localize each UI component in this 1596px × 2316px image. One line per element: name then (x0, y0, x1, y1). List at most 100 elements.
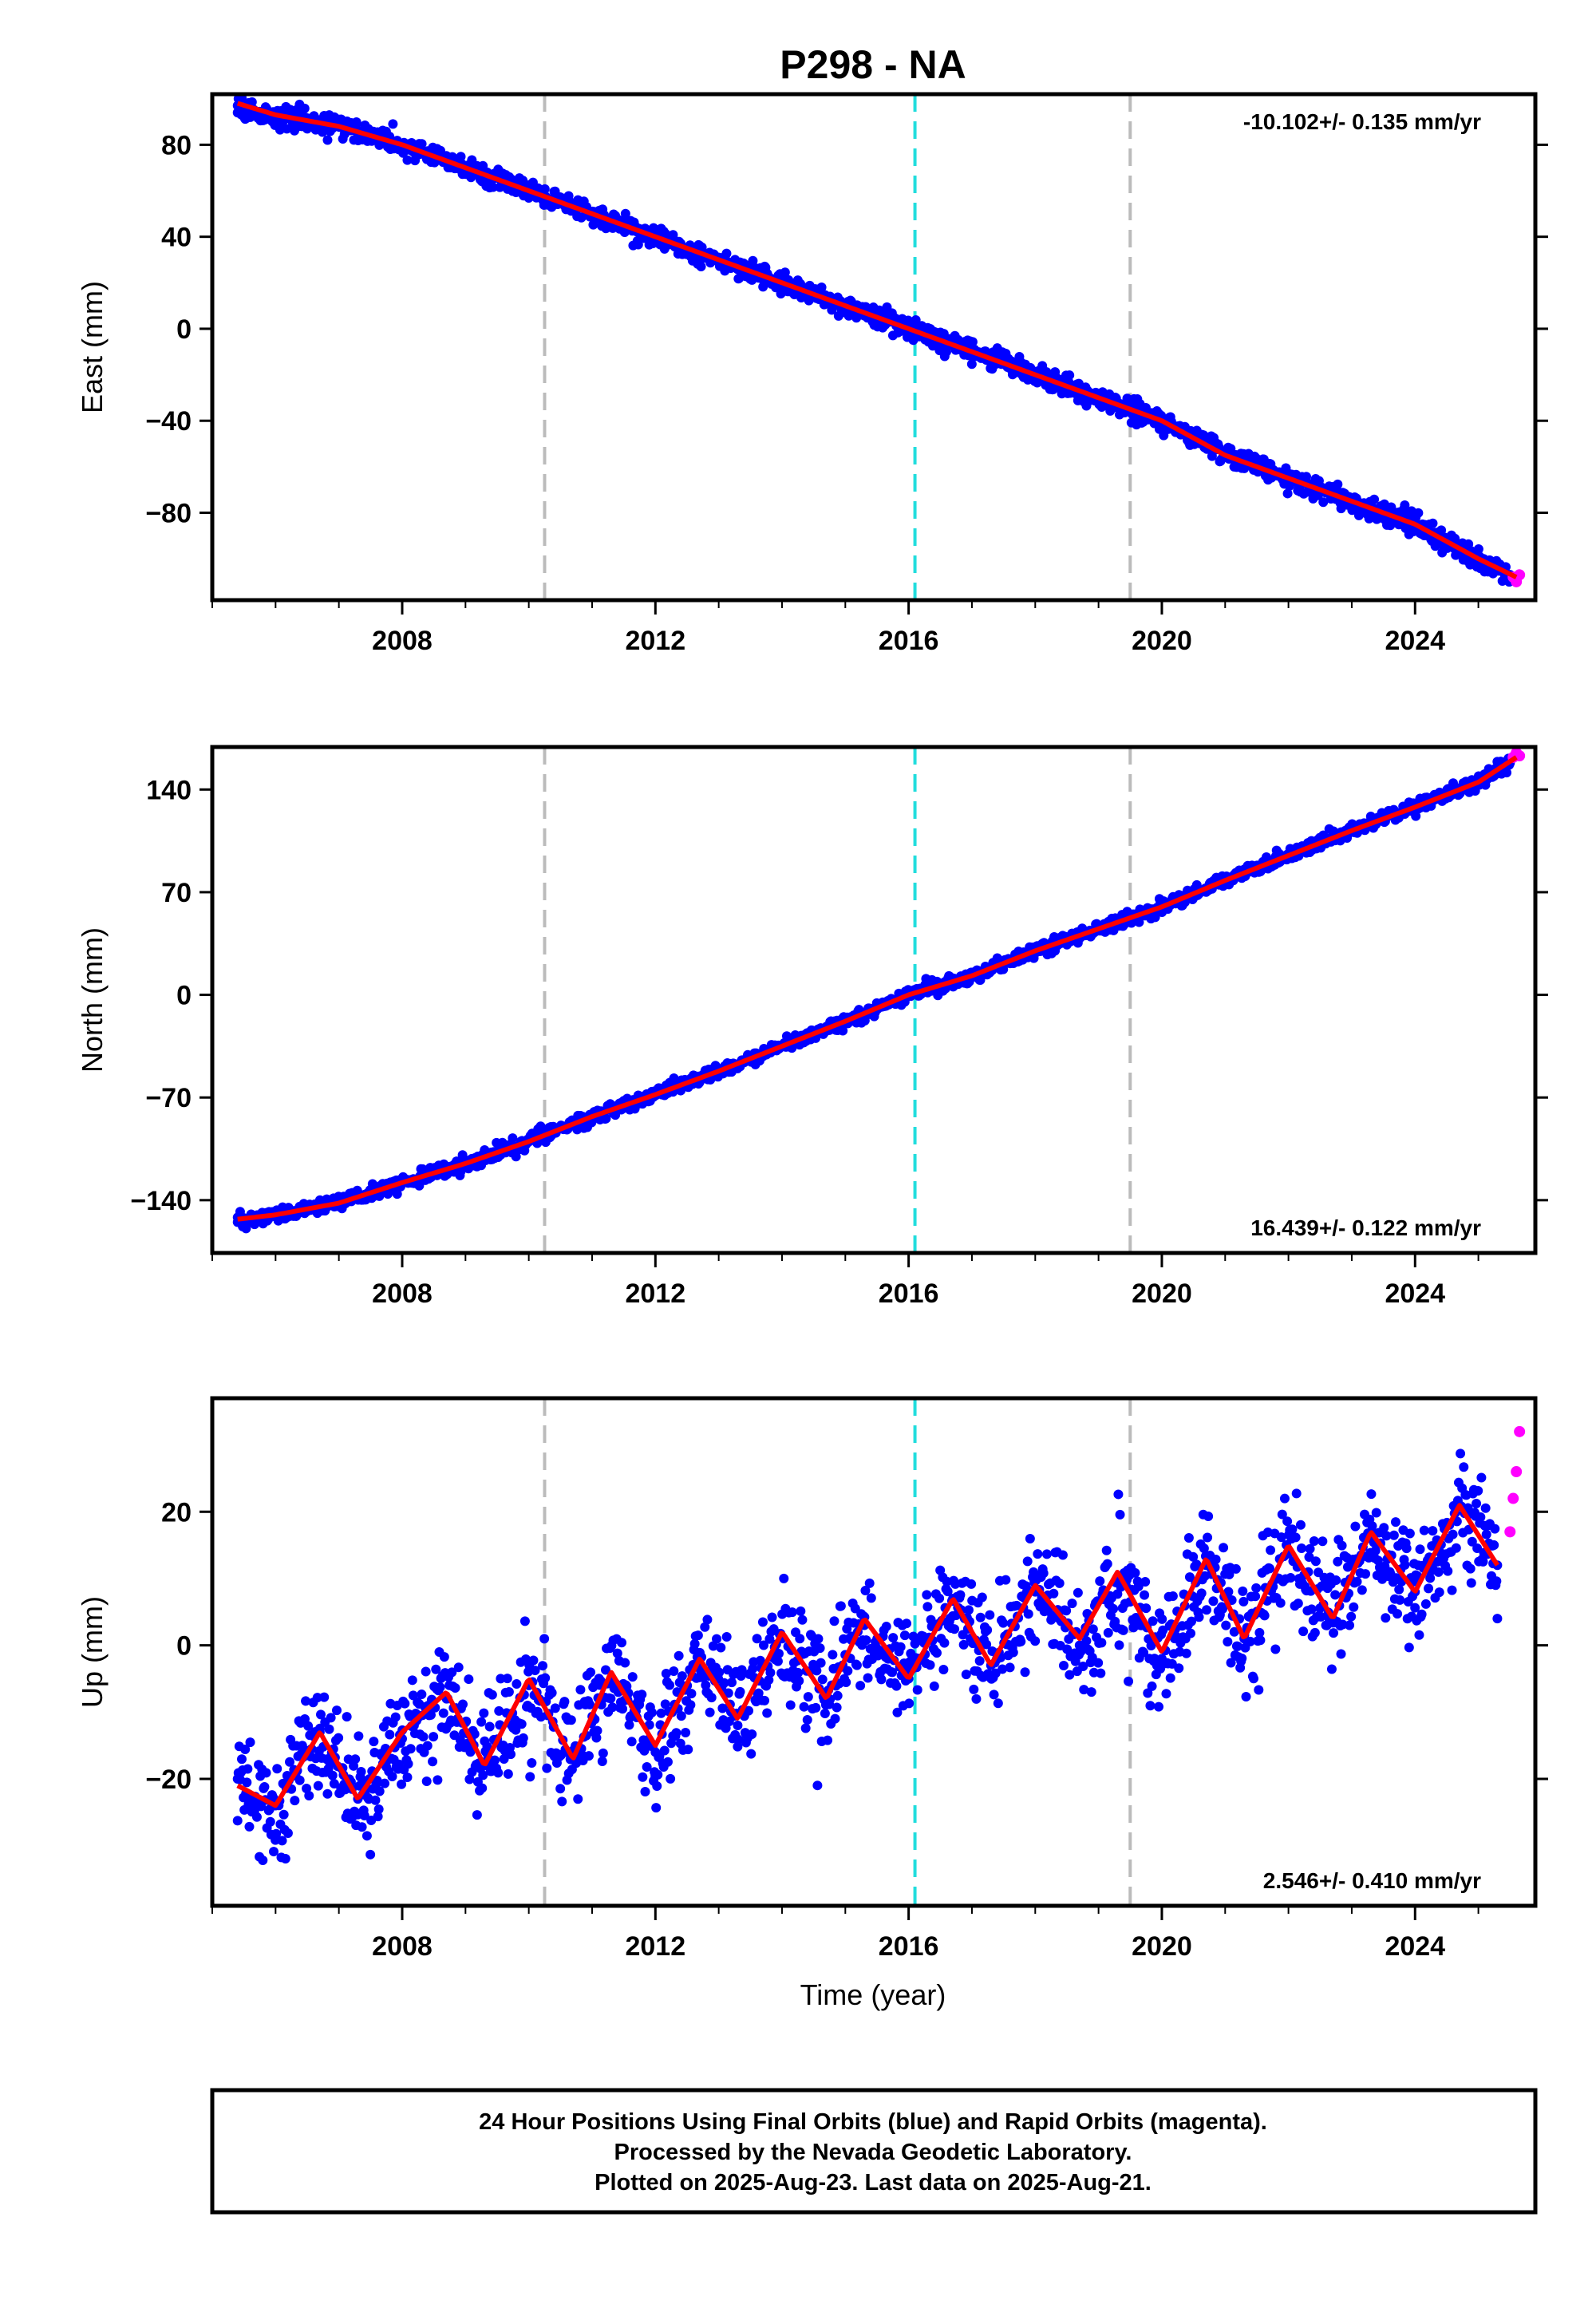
final-point (439, 1652, 449, 1662)
final-point (542, 1763, 552, 1773)
final-point (1174, 1663, 1184, 1674)
y-tick-label: −140 (130, 1186, 192, 1216)
final-point (721, 1631, 732, 1642)
final-point (931, 1648, 942, 1658)
final-point (712, 1634, 722, 1644)
final-point (693, 1630, 703, 1641)
final-point (902, 1618, 912, 1629)
final-point (1317, 1536, 1328, 1547)
final-point (1078, 1661, 1088, 1671)
plot-area (212, 94, 1535, 600)
plot-frame (210, 92, 1538, 603)
final-point (592, 1725, 602, 1736)
final-point (671, 1728, 681, 1738)
footer-line-3: Plotted on 2025-Aug-23. Last data on 202… (595, 2170, 1152, 2195)
final-point (373, 1804, 384, 1815)
final-point (1203, 1532, 1213, 1543)
final-point (661, 1669, 671, 1679)
x-tick-label: 2012 (625, 1279, 685, 1309)
final-point (881, 1622, 891, 1632)
final-point (478, 1770, 488, 1780)
final-point (550, 1703, 560, 1713)
final-point (1264, 1563, 1274, 1574)
final-point (812, 1666, 822, 1676)
final-point (642, 1761, 652, 1772)
final-point (539, 184, 550, 194)
final-point (1490, 1524, 1500, 1534)
final-point (717, 1703, 728, 1713)
final-point (318, 127, 328, 137)
final-point (354, 1731, 364, 1741)
final-point (304, 1791, 314, 1801)
final-point (686, 1689, 697, 1699)
final-point (1088, 1624, 1098, 1634)
final-point (282, 124, 292, 134)
final-point (1146, 1641, 1156, 1651)
final-point (638, 1772, 648, 1782)
final-point (723, 1688, 733, 1698)
final-point (1389, 1530, 1399, 1540)
final-point (365, 1849, 376, 1860)
final-point (895, 1642, 906, 1652)
final-point (447, 1667, 457, 1678)
final-point (261, 1768, 271, 1778)
final-point (830, 1713, 840, 1724)
final-point (1318, 497, 1329, 508)
final-point (823, 1735, 833, 1745)
final-point (370, 1795, 381, 1805)
final-point (403, 1759, 413, 1769)
final-point (795, 1634, 805, 1644)
final-point (1270, 1644, 1281, 1654)
final-point (1255, 1635, 1266, 1646)
final-point (313, 1780, 323, 1791)
final-point (506, 1749, 516, 1760)
final-point (1079, 1685, 1089, 1695)
final-point (1467, 1536, 1477, 1547)
final-point (1336, 1649, 1346, 1659)
final-point (1424, 1583, 1434, 1594)
final-point (863, 1673, 873, 1683)
final-point (843, 1666, 853, 1676)
final-point (1254, 1627, 1265, 1638)
final-point (597, 1757, 607, 1767)
final-point (1349, 1602, 1359, 1612)
final-point (1241, 1691, 1251, 1701)
final-point (1020, 1667, 1030, 1678)
y-tick-label: 140 (146, 775, 192, 805)
final-point (247, 97, 257, 107)
final-point (925, 1660, 935, 1670)
final-point (518, 1733, 528, 1743)
final-point (1147, 1681, 1157, 1691)
x-tick-label: 2012 (625, 626, 685, 656)
final-point (1425, 1573, 1436, 1583)
final-point (904, 1698, 915, 1709)
final-point (380, 1778, 390, 1788)
final-point (838, 1026, 848, 1036)
final-point (301, 1696, 311, 1706)
final-point (1118, 1625, 1128, 1635)
final-point (816, 282, 827, 292)
final-point (1369, 494, 1380, 504)
final-point (489, 1755, 500, 1765)
final-point (620, 208, 630, 219)
final-point (334, 1733, 344, 1743)
final-point (1326, 1664, 1337, 1674)
final-point (1472, 1499, 1482, 1509)
final-point (1400, 1559, 1410, 1570)
final-point (811, 1702, 821, 1713)
final-point (1133, 1581, 1144, 1591)
final-point (656, 1708, 666, 1718)
final-point (496, 1674, 506, 1684)
y-tick-label: −40 (145, 406, 192, 437)
final-point (585, 1699, 595, 1709)
final-point (527, 1758, 537, 1769)
final-point (322, 135, 333, 145)
final-point (299, 103, 310, 113)
final-point (624, 1720, 634, 1730)
final-point (650, 1747, 661, 1757)
final-point (290, 1796, 300, 1806)
final-point (1194, 1612, 1204, 1622)
final-point (1305, 1543, 1315, 1554)
final-point (1218, 1604, 1228, 1614)
